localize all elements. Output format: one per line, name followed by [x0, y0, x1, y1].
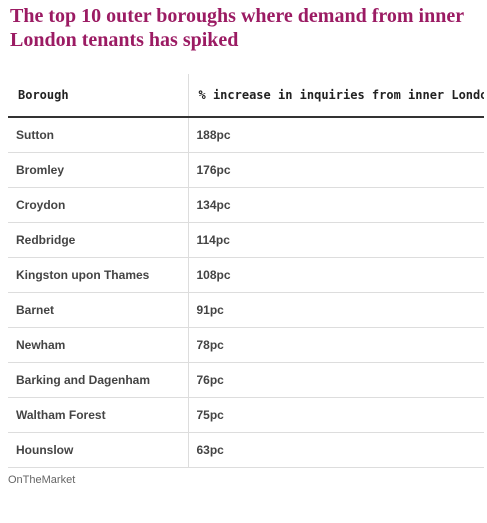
table-row: Hounslow 63pc — [8, 432, 484, 468]
table-row: Redbridge 114pc — [8, 222, 484, 258]
table-wrap: Borough% increase in inquiries from inne… — [8, 74, 484, 468]
increase-cell: 78pc — [188, 327, 484, 363]
borough-cell: Barnet — [8, 292, 189, 328]
table-row: Barnet 91pc — [8, 292, 484, 328]
table-row: Barking and Dagenham 76pc — [8, 362, 484, 398]
borough-cell: Waltham Forest — [8, 397, 189, 433]
table-body: Sutton 188pc Bromley 176pc Croydon 134pc Redbr… — [8, 117, 484, 468]
table-row: Sutton 188pc — [8, 117, 484, 153]
table-row: Waltham Forest 75pc — [8, 397, 484, 433]
table-row: Croydon 134pc — [8, 187, 484, 223]
column-header: % increase in inquiries from inner Londo… — [188, 74, 484, 118]
increase-cell: 75pc — [188, 397, 484, 433]
table: Borough% increase in inquiries from inne… — [8, 74, 484, 468]
column-header: Borough — [8, 74, 189, 118]
borough-cell: Redbridge — [8, 222, 189, 258]
borough-cell: Hounslow — [8, 432, 189, 468]
table-row: Newham 78pc — [8, 327, 484, 363]
source: OnTheMarket — [8, 474, 76, 486]
borough-cell: Newham — [8, 327, 189, 363]
borough-cell: Barking and Dagenham — [8, 362, 189, 398]
borough-cell: Sutton — [8, 117, 189, 153]
increase-cell: 108pc — [188, 257, 484, 293]
borough-cell: Kingston upon Thames — [8, 257, 189, 293]
table-row: Kingston upon Thames 108pc — [8, 257, 484, 293]
increase-cell: 76pc — [188, 362, 484, 398]
borough-cell: Bromley — [8, 152, 189, 188]
increase-cell: 134pc — [188, 187, 484, 223]
increase-cell: 114pc — [188, 222, 484, 258]
header-row: Borough% increase in inquiries from inne… — [8, 74, 484, 118]
title: The top 10 outer boroughs where demand f… — [10, 5, 464, 51]
table-row: Bromley 176pc — [8, 152, 484, 188]
increase-cell: 63pc — [188, 432, 484, 468]
increase-cell: 188pc — [188, 117, 484, 153]
borough-cell: Croydon — [8, 187, 189, 223]
increase-cell: 176pc — [188, 152, 484, 188]
increase-cell: 91pc — [188, 292, 484, 328]
